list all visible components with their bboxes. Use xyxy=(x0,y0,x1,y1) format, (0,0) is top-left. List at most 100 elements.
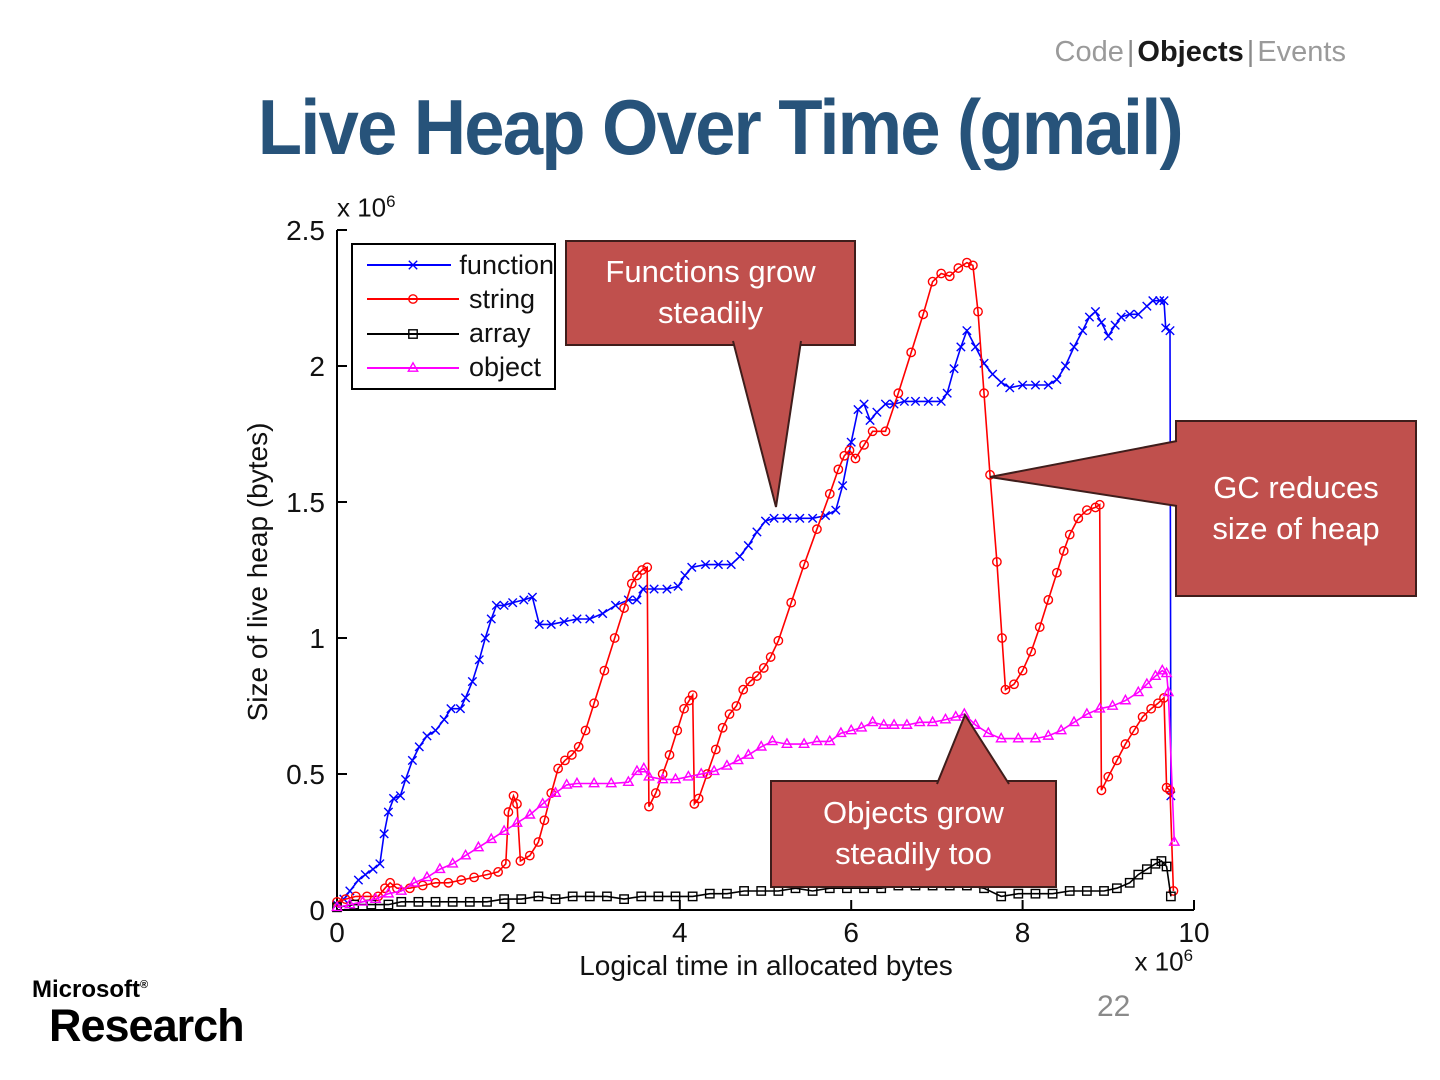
data-marker-t xyxy=(369,892,382,904)
data-marker-o xyxy=(927,276,938,287)
legend-label-function: function xyxy=(459,249,554,280)
data-marker-s xyxy=(619,894,629,905)
data-marker-s xyxy=(722,888,732,899)
breadcrumb-separator: | xyxy=(1246,36,1255,68)
data-marker-x xyxy=(726,559,736,570)
data-marker-s xyxy=(516,894,527,905)
data-marker-x xyxy=(760,516,771,526)
data-marker-o xyxy=(936,268,947,279)
breadcrumb-segment-code: Code xyxy=(1054,36,1124,68)
data-marker-o xyxy=(672,725,683,736)
data-marker-t xyxy=(459,848,472,860)
data-marker-o xyxy=(1017,665,1028,676)
data-marker-t xyxy=(1149,669,1162,680)
data-marker-o xyxy=(609,633,620,643)
data-marker-o xyxy=(637,565,647,575)
data-marker-o xyxy=(679,703,689,714)
legend-label-string: string xyxy=(469,283,536,314)
data-marker-t xyxy=(855,721,868,732)
data-marker-o xyxy=(1000,684,1011,695)
data-marker-o xyxy=(430,877,441,888)
data-marker-o xyxy=(973,306,983,317)
data-marker-t xyxy=(926,715,939,727)
data-marker-o xyxy=(979,388,989,399)
data-marker-o xyxy=(967,260,978,271)
data-marker-t xyxy=(766,734,779,746)
data-marker-x xyxy=(700,559,711,570)
data-marker-s xyxy=(1150,858,1161,869)
data-marker-x xyxy=(507,597,518,608)
data-marker-o xyxy=(1146,703,1157,714)
data-marker-o xyxy=(443,877,454,888)
data-marker-t xyxy=(485,832,498,844)
data-marker-o xyxy=(738,684,749,695)
logo-microsoft-text: Microsoft® xyxy=(32,976,149,1003)
data-marker-t xyxy=(866,715,879,727)
data-marker-o xyxy=(833,464,844,475)
data-marker-t xyxy=(560,778,573,789)
microsoft-research-logo: Microsoft® Research xyxy=(32,976,245,1052)
data-marker-t xyxy=(1055,723,1068,735)
data-marker-o xyxy=(1153,698,1163,709)
data-marker-s xyxy=(1081,886,1092,896)
data-marker-x xyxy=(491,600,502,611)
data-marker-o xyxy=(844,445,855,456)
data-marker-s xyxy=(996,891,1007,902)
legend-sample-object xyxy=(367,361,459,372)
data-marker-x xyxy=(546,619,556,630)
data-marker-t xyxy=(498,824,511,836)
data-marker-o xyxy=(918,309,929,320)
data-marker-o xyxy=(599,665,610,676)
breadcrumb-segment-events: Events xyxy=(1257,36,1346,68)
data-marker-x xyxy=(1052,374,1062,385)
data-marker-s xyxy=(1165,891,1176,902)
data-marker-x xyxy=(859,399,869,409)
data-marker-x xyxy=(460,693,471,703)
data-marker-o xyxy=(553,763,564,774)
data-marker-t xyxy=(523,808,536,819)
data-marker-x xyxy=(680,570,690,581)
data-marker-x xyxy=(1165,325,1175,336)
y-axis-label: Size of live heap (bytes) xyxy=(242,422,273,722)
data-marker-x xyxy=(388,793,399,804)
data-marker-x xyxy=(987,369,998,379)
data-marker-o xyxy=(456,875,467,885)
data-marker-t xyxy=(1068,715,1080,727)
data-marker-x xyxy=(1096,317,1107,328)
data-marker-x xyxy=(872,407,882,417)
data-marker-t xyxy=(682,770,695,781)
data-marker-o xyxy=(1073,513,1084,524)
data-marker-o xyxy=(799,559,809,570)
data-marker-s xyxy=(533,891,544,902)
breadcrumb-separator: | xyxy=(1126,36,1135,68)
data-marker-s xyxy=(383,899,394,910)
data-marker-t xyxy=(1168,835,1181,846)
data-marker-x xyxy=(1133,309,1143,320)
legend-sample-function xyxy=(367,260,452,270)
data-marker-x xyxy=(970,342,981,352)
data-marker-x xyxy=(534,619,544,630)
data-marker-x xyxy=(1090,306,1101,317)
data-marker-x xyxy=(996,377,1006,388)
data-marker-x xyxy=(713,559,724,570)
data-marker-o xyxy=(693,793,704,804)
data-marker-o xyxy=(953,263,964,273)
data-marker-o xyxy=(687,690,698,701)
data-marker-s xyxy=(1161,861,1172,872)
data-marker-t xyxy=(798,737,810,748)
data-marker-t xyxy=(446,857,459,868)
data-marker-x xyxy=(837,480,848,491)
data-marker-t xyxy=(708,764,720,776)
data-marker-s xyxy=(396,896,407,907)
data-marker-o xyxy=(332,896,342,907)
data-marker-x xyxy=(910,396,921,407)
data-marker-t xyxy=(845,723,858,735)
data-marker-x xyxy=(735,551,745,562)
data-marker-o xyxy=(626,578,637,589)
callout-text-line: GC reduces xyxy=(1213,469,1379,505)
data-marker-o xyxy=(880,426,891,437)
data-marker-x xyxy=(414,742,424,752)
data-marker-o xyxy=(539,815,550,826)
